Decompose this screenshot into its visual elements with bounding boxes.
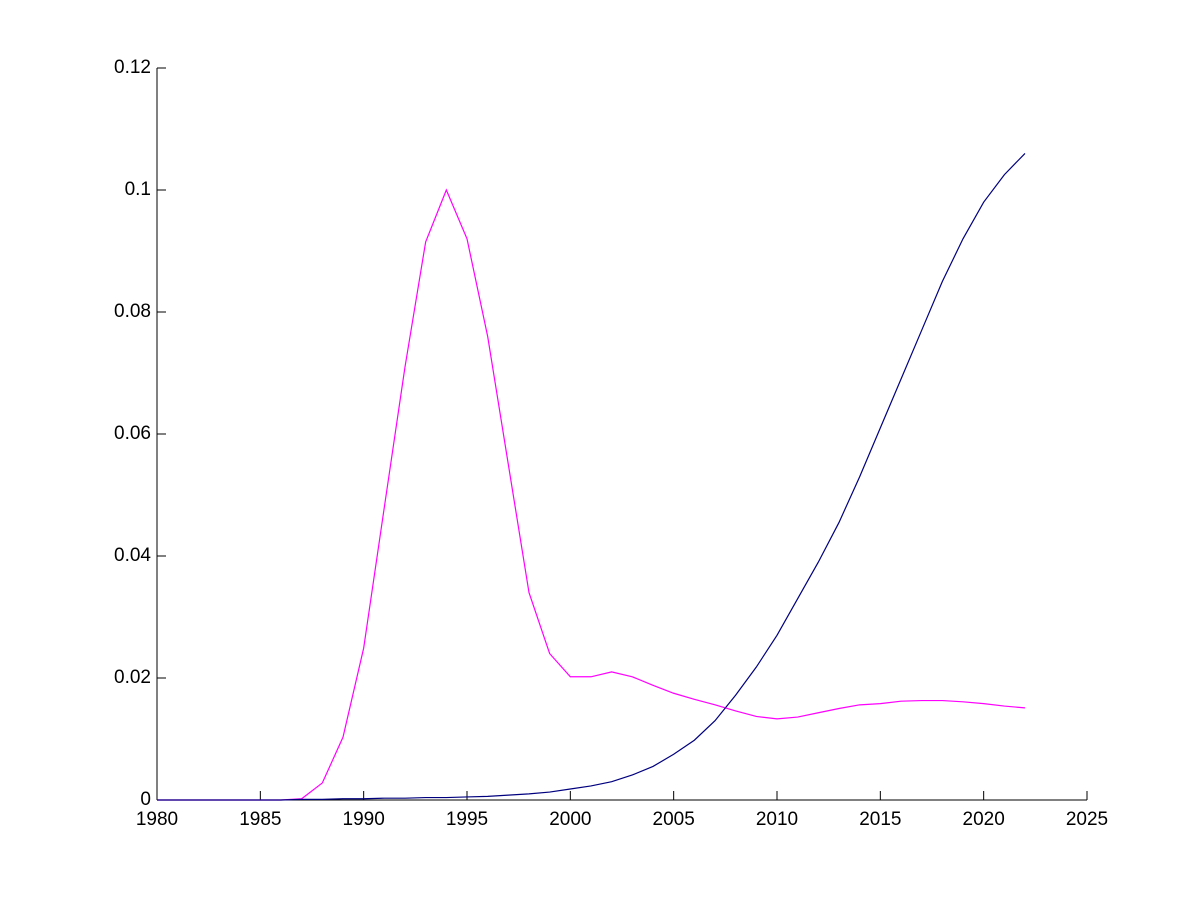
series-line: [157, 188, 1026, 801]
x-tick-label: 2025: [1066, 809, 1108, 830]
y-tick-label: 0.12: [114, 57, 151, 78]
x-tick-label: 2015: [859, 809, 901, 830]
y-tick-label: 0.02: [114, 667, 151, 688]
y-tick-label: 0: [140, 789, 151, 810]
x-tick-label: 2020: [963, 809, 1005, 830]
y-tick-label: 0.1: [125, 179, 151, 200]
x-tick-label: 1985: [239, 809, 281, 830]
x-tick-label: 2000: [549, 809, 591, 830]
y-tick-label: 0.04: [114, 545, 151, 566]
x-tick-label: 1990: [343, 809, 385, 830]
y-tick-label: 0.08: [114, 301, 151, 322]
x-tick-label: 2005: [653, 809, 695, 830]
series-line: [157, 152, 1026, 801]
y-tick-label: 0.06: [114, 423, 151, 444]
x-tick-label: 1980: [136, 809, 178, 830]
x-tick-label: 1995: [446, 809, 488, 830]
x-tick-label: 2010: [756, 809, 798, 830]
